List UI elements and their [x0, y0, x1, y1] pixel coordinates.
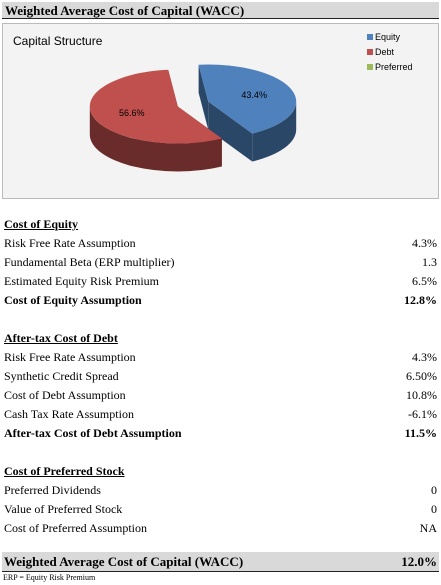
pie-slice-wall-equity — [198, 64, 209, 130]
section-heading: Cost of Equity — [2, 215, 439, 234]
total-label: Cost of Equity Assumption — [4, 293, 142, 307]
legend-swatch-equity — [367, 34, 373, 40]
chart-title: Capital Structure — [13, 34, 103, 48]
row-value: 10.8% — [406, 388, 437, 402]
row-label: Fundamental Beta (ERP multiplier) — [4, 255, 175, 269]
row-label: Risk Free Rate Assumption — [4, 236, 136, 250]
row-label: Cost of Preferred Assumption — [4, 521, 147, 535]
legend-label-debt: Debt — [375, 47, 395, 57]
cost-of-debt-heading: After-tax Cost of Debt — [4, 331, 118, 345]
row-value: 6.50% — [406, 369, 437, 383]
row-label: Estimated Equity Risk Premium — [4, 274, 159, 288]
cost-of-equity-heading: Cost of Equity — [4, 217, 79, 231]
legend-label-equity: Equity — [375, 32, 401, 42]
cost-of-debt-section: After-tax Cost of Debt Risk Free Rate As… — [2, 329, 439, 443]
section-heading: Cost of Preferred Stock — [2, 462, 439, 481]
row-value: NA — [419, 521, 437, 535]
table-row: Preferred Dividends 0 — [2, 481, 439, 500]
total-value: 11.5% — [404, 426, 437, 440]
legend-swatch-preferred — [367, 64, 373, 70]
pie-slice-side-equity — [252, 101, 297, 162]
total-value: 12.8% — [404, 293, 437, 307]
total-row: After-tax Cost of Debt Assumption 11.5% — [2, 424, 439, 443]
cost-of-equity-section: Cost of Equity Risk Free Rate Assumption… — [2, 215, 439, 310]
cost-of-preferred-section: Cost of Preferred Stock Preferred Divide… — [2, 462, 439, 538]
section-heading: After-tax Cost of Debt — [2, 329, 439, 348]
cost-of-preferred-heading: Cost of Preferred Stock — [4, 464, 125, 478]
table-row: Value of Preferred Stock 0 — [2, 500, 439, 519]
pie-slice-debt — [89, 69, 222, 144]
total-row: Cost of Equity Assumption 12.8% — [2, 291, 439, 310]
wacc-value: 12.0% — [401, 554, 437, 569]
pie-slice-equity — [198, 64, 297, 134]
pie-slice-wall-equity — [208, 101, 253, 162]
table-row: Estimated Equity Risk Premium 6.5% — [2, 272, 439, 291]
row-label: Cost of Debt Assumption — [4, 388, 126, 402]
legend-swatch-debt — [367, 49, 373, 55]
table-row: Risk Free Rate Assumption 4.3% — [2, 348, 439, 367]
footnote: ERP = Equity Risk Premium — [3, 573, 96, 582]
pie-data-label: 56.6% — [119, 108, 145, 118]
wacc-label: Weighted Average Cost of Capital (WACC) — [4, 554, 244, 569]
row-label: Preferred Dividends — [4, 483, 101, 497]
wacc-total-row: Weighted Average Cost of Capital (WACC) … — [2, 552, 439, 572]
row-value: 0 — [431, 502, 437, 516]
table-row: Cost of Preferred Assumption NA — [2, 519, 439, 538]
row-label: Cash Tax Rate Assumption — [4, 407, 134, 421]
table-row: Cash Tax Rate Assumption -6.1% — [2, 405, 439, 424]
row-label: Value of Preferred Stock — [4, 502, 123, 516]
row-value: 1.3 — [422, 255, 437, 269]
pie-data-label: 43.4% — [241, 90, 267, 100]
page-title: Weighted Average Cost of Capital (WACC) — [2, 2, 439, 19]
row-label: Risk Free Rate Assumption — [4, 350, 136, 364]
row-value: 6.5% — [412, 274, 437, 288]
table-row: Synthetic Credit Spread 6.50% — [2, 367, 439, 386]
table-row: Risk Free Rate Assumption 4.3% — [2, 234, 439, 253]
row-value: -6.1% — [408, 407, 437, 421]
row-value: 4.3% — [412, 236, 437, 250]
pie-chart-svg: Capital Structure 43.4% 56.6% Equity Debt Pre… — [13, 32, 413, 172]
total-label: After-tax Cost of Debt Assumption — [4, 426, 182, 440]
row-label: Synthetic Credit Spread — [4, 369, 119, 383]
table-row: Cost of Debt Assumption 10.8% — [2, 386, 439, 405]
row-value: 4.3% — [412, 350, 437, 364]
row-value: 0 — [431, 483, 437, 497]
capital-structure-chart: Capital Structure 43.4% 56.6% Equity Debt Pre… — [2, 23, 439, 199]
table-row: Fundamental Beta (ERP multiplier) 1.3 — [2, 253, 439, 272]
legend-label-preferred: Preferred — [375, 62, 413, 72]
pie-slice-side-debt — [89, 106, 222, 172]
